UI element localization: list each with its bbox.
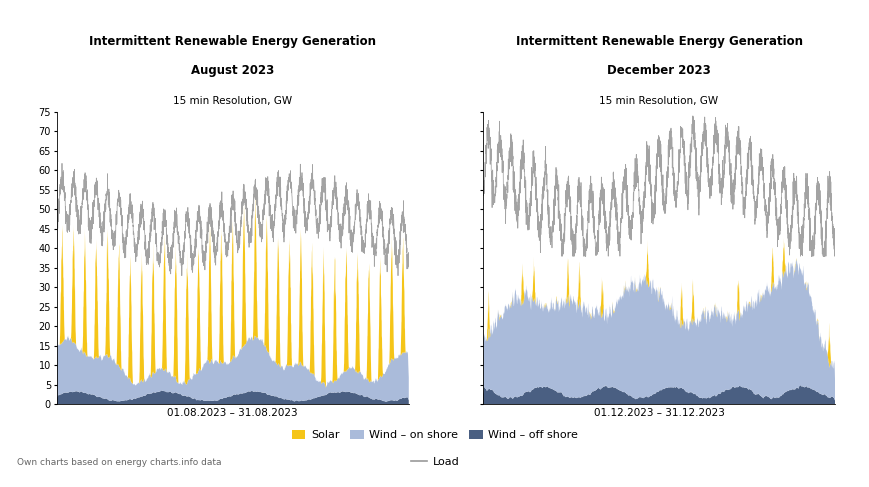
Text: August 2023: August 2023 [191,64,274,77]
Text: Intermittent Renewable Energy Generation: Intermittent Renewable Energy Generation [90,35,375,48]
Text: December 2023: December 2023 [607,64,710,77]
Text: Own charts based on energy charts.info data: Own charts based on energy charts.info d… [17,458,222,467]
Text: 15 min Resolution, GW: 15 min Resolution, GW [173,96,292,106]
Text: 15 min Resolution, GW: 15 min Resolution, GW [599,96,718,106]
Text: Intermittent Renewable Energy Generation: Intermittent Renewable Energy Generation [515,35,801,48]
Legend: Solar, Wind – on shore, Wind – off shore: Solar, Wind – on shore, Wind – off shore [287,426,582,445]
Legend: Load: Load [406,453,463,472]
